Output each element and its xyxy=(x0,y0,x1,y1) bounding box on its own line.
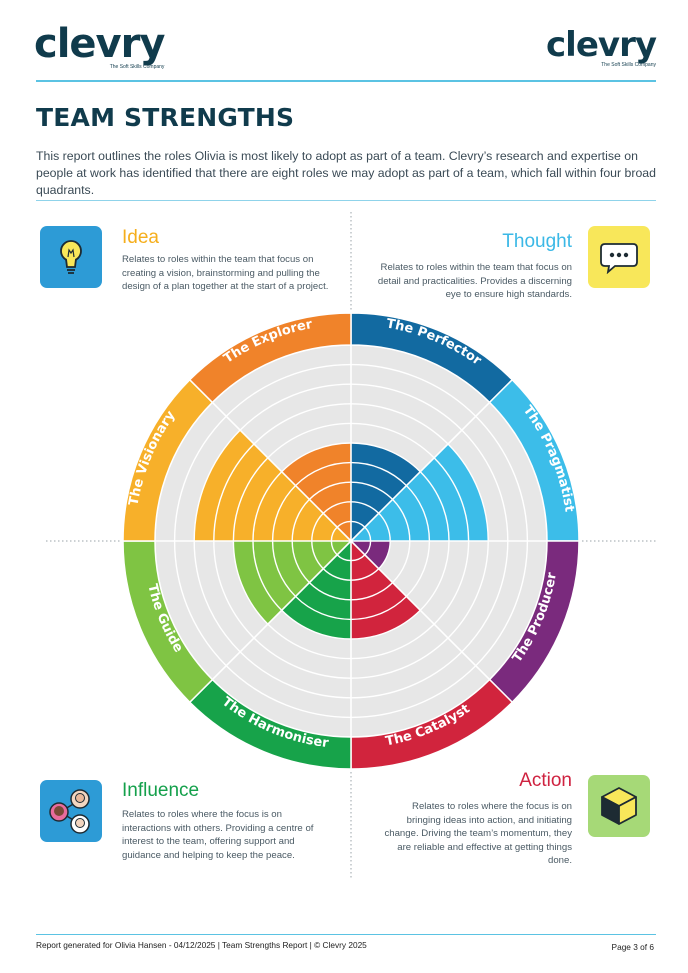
quadrant-title-thought: Thought xyxy=(502,231,572,252)
brand-logo-left: clevry The Soft Skills Company xyxy=(34,21,165,70)
footer-report-info: Report generated for Olivia Hansen - 04/… xyxy=(36,940,367,950)
wedge-the-producer xyxy=(351,541,391,569)
grid-spoke xyxy=(211,540,352,681)
brand-tagline: The Soft Skills Company xyxy=(601,62,656,68)
quadrant-description-idea: Relates to roles within the team that fo… xyxy=(122,254,329,292)
grid-spoke xyxy=(350,540,491,681)
page-title: TEAM STRENGTHS xyxy=(36,103,295,132)
footer-page-number: Page 3 of 6 xyxy=(611,942,654,952)
footer-divider xyxy=(36,934,656,935)
wedge-the-guide xyxy=(233,541,351,625)
brand-logo-right: clevry The Soft Skills Company xyxy=(546,25,657,68)
wedge-the-catalyst xyxy=(351,541,421,639)
wedge-the-pragmatist xyxy=(351,443,489,541)
brand-tagline: The Soft Skills Company xyxy=(109,64,165,70)
grid-spoke xyxy=(350,401,491,542)
ring-segment-the-explorer xyxy=(188,312,352,404)
wedge-the-explorer xyxy=(281,443,351,541)
cube-icon xyxy=(588,775,650,837)
speech-bubble-icon xyxy=(588,226,650,288)
quadrant-description-action: Relates to roles where the focus is on b… xyxy=(384,801,572,866)
grid-spoke xyxy=(211,401,352,542)
quadrant-title-influence: Influence xyxy=(122,780,200,801)
brand-wordmark: clevry xyxy=(34,21,165,67)
wedge-the-perfector xyxy=(351,443,421,541)
wedge-the-visionary xyxy=(194,430,351,541)
quadrant-title-idea: Idea xyxy=(122,227,159,248)
intro-paragraph: This report outlines the roles Olivia is… xyxy=(36,149,656,197)
header-divider xyxy=(36,80,656,82)
lightbulb-icon xyxy=(40,226,102,288)
brand-wordmark: clevry xyxy=(546,25,657,65)
quadrant-description-influence: Relates to roles where the focus is on i… xyxy=(122,809,314,861)
section-divider xyxy=(36,200,656,201)
wedge-the-harmoniser xyxy=(281,541,351,639)
quadrant-description-thought: Relates to roles within the team that fo… xyxy=(377,262,572,300)
quadrant-title-action: Action xyxy=(519,770,572,791)
people-network-icon xyxy=(40,780,102,842)
